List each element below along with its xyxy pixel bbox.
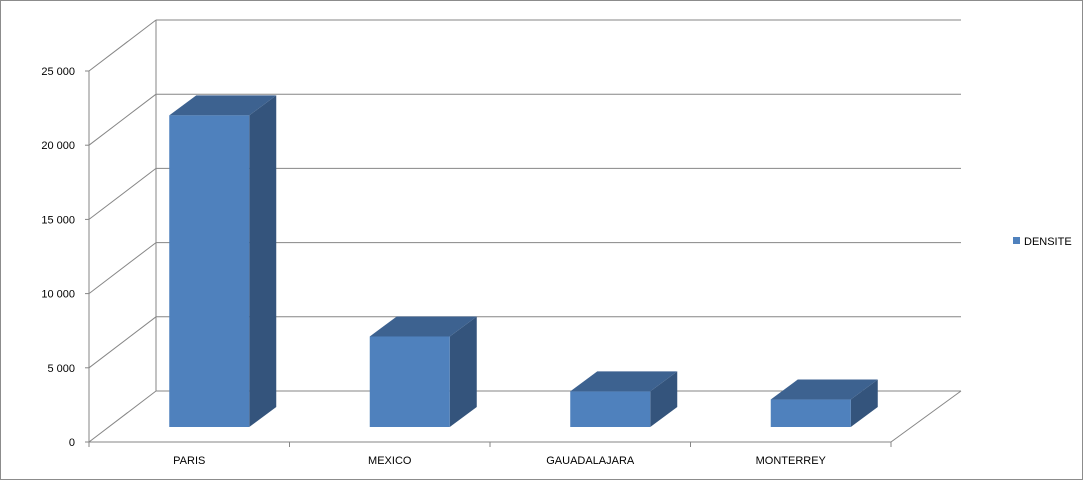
side-wall-gridline [88, 242, 157, 294]
bar-side [449, 316, 477, 427]
y-tick-label: 0 [69, 437, 75, 449]
bar-mexico [369, 336, 450, 427]
floor-right-edge [890, 390, 962, 443]
y-tick-label: 20 000 [41, 140, 75, 152]
bar-top [369, 316, 477, 337]
side-wall-gridline [88, 316, 157, 369]
x-tick-label: MONTERREY [756, 455, 827, 467]
y-tick-label: 25 000 [41, 66, 75, 78]
x-tick-label: PARIS [173, 455, 205, 467]
side-wall-gridline [88, 93, 157, 146]
y-tick-label: 10 000 [41, 289, 75, 301]
legend-label: DENSITE [1024, 236, 1072, 248]
bar-top [770, 379, 878, 400]
bar-gauadalajara [570, 391, 651, 427]
bar-side [850, 379, 878, 427]
y-tick-label: 15 000 [41, 214, 75, 226]
bar-top [570, 371, 678, 392]
y-tick-label: 5 000 [47, 363, 75, 375]
side-wall-gridline [88, 390, 157, 443]
side-wall-gridline [88, 19, 157, 72]
x-tick-label: MEXICO [368, 455, 412, 467]
bar-top [169, 95, 277, 116]
bar-side [650, 371, 678, 427]
bar-side [249, 95, 277, 428]
bar-paris [169, 115, 250, 428]
bar-monterrey [770, 399, 851, 427]
side-wall-gridline [88, 168, 157, 220]
x-tick-label: GAUADALAJARA [546, 455, 635, 467]
legend-swatch [1013, 237, 1020, 244]
